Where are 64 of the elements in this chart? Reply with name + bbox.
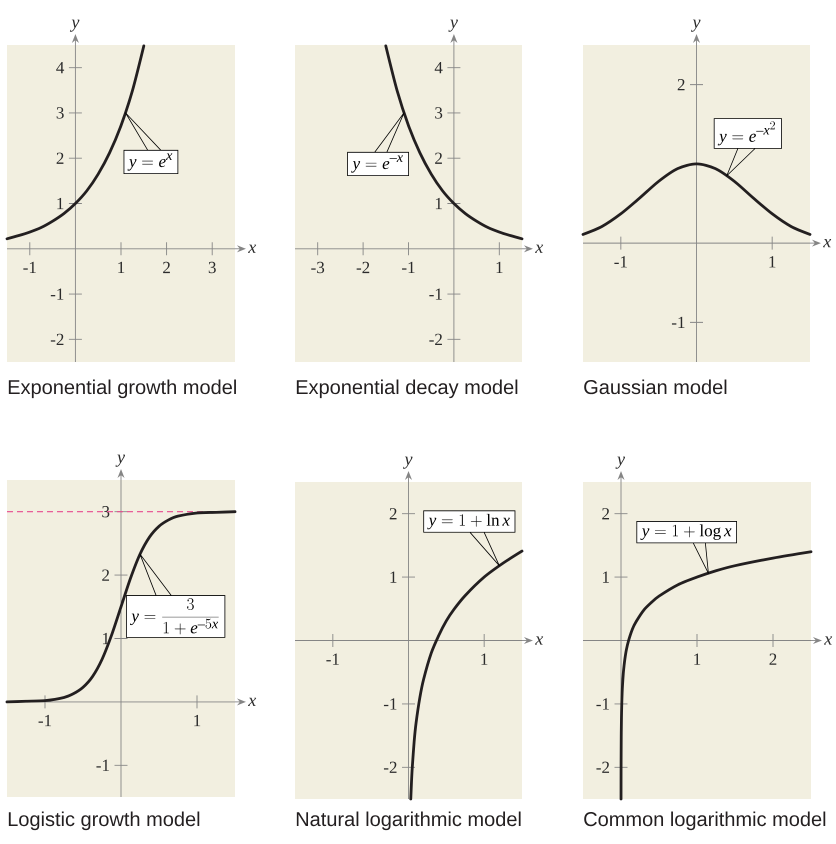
y-tick-label: -1 [50, 288, 64, 300]
line-series [620, 550, 812, 800]
y-tick-label: 1 [57, 198, 64, 210]
x-tick-label: 1 [496, 262, 503, 274]
x-tick-label: -1 [23, 262, 36, 274]
y-tick-label: 4 [434, 62, 443, 74]
y-tick-label: -2 [50, 334, 64, 345]
annotation: $y = e^{-x}$ [351, 155, 403, 173]
annotation: $y = e^{-x^{2}}$ [718, 121, 775, 146]
y-axis-title: y [403, 456, 413, 469]
x-axis-title: x [248, 698, 256, 706]
y-tick-label: -1 [96, 760, 109, 771]
y-tick-label: 2 [602, 508, 610, 520]
text: Exponential decay model [296, 380, 518, 398]
y-tick-label: -1 [429, 288, 442, 300]
x-tick-label: -2 [356, 262, 370, 274]
x-tick-label: 2 [163, 262, 170, 274]
y-tick-label: 4 [56, 62, 64, 74]
y-tick-label: -1 [596, 698, 609, 710]
x-tick-label: -1 [614, 256, 627, 268]
y-tick-label: 2 [56, 152, 64, 164]
y-tick-label: 2 [102, 569, 110, 581]
y-tick-label: 1 [390, 571, 396, 583]
y-axis-title: y [448, 20, 458, 32]
x-axis-title: x [535, 244, 544, 253]
x-axis-title: x [823, 238, 832, 248]
y-tick-label: 3 [102, 506, 110, 518]
x-axis-title: x [824, 636, 832, 645]
annotation: $y = 1 + \log x$ [640, 524, 732, 540]
annotation: $y = \frac{3}{1 + e^{-5x}}$ [130, 598, 219, 634]
y-tick-label: 2 [435, 152, 442, 164]
line-series [409, 550, 524, 800]
x-tick-label: 1 [694, 654, 700, 665]
y-tick-label: -1 [384, 698, 396, 710]
y-tick-label: 1 [602, 571, 609, 583]
y-axis-title: y [70, 20, 80, 32]
x-tick-label: 2 [770, 654, 776, 665]
line-series [582, 162, 812, 236]
x-tick-label: 1 [481, 654, 488, 665]
y-tick-label: 3 [56, 107, 64, 119]
text: Common logarithmic model [584, 812, 826, 830]
y-axis-title: y [691, 20, 701, 32]
x-tick-label: -1 [326, 654, 339, 665]
y-tick-label: 2 [390, 508, 397, 520]
annotation: $y = e^{x}$ [128, 153, 172, 171]
x-tick-label: 1 [118, 262, 124, 274]
text: Gaussian model [584, 380, 726, 394]
y-tick-label: 3 [435, 107, 442, 119]
x-axis-title: x [535, 636, 544, 645]
x-tick-label: 1 [769, 256, 776, 268]
x-tick-label: -3 [311, 262, 324, 274]
y-axis-title: y [116, 454, 126, 467]
text: Natural logarithmic model [296, 812, 521, 830]
y-axis-title: y [616, 456, 626, 469]
y-tick-label: -2 [429, 334, 442, 345]
y-tick-label: 1 [436, 198, 442, 210]
x-tick-label: 3 [208, 262, 216, 274]
x-tick-label: -1 [402, 262, 415, 274]
text: Logistic growth model [8, 812, 200, 830]
text: Exponential growth model [8, 380, 236, 398]
y-tick-label: -2 [384, 762, 397, 773]
annotation: $y = 1 + \ln x$ [427, 514, 510, 530]
y-tick-label: -2 [596, 762, 610, 773]
x-axis-title: x [248, 244, 256, 253]
